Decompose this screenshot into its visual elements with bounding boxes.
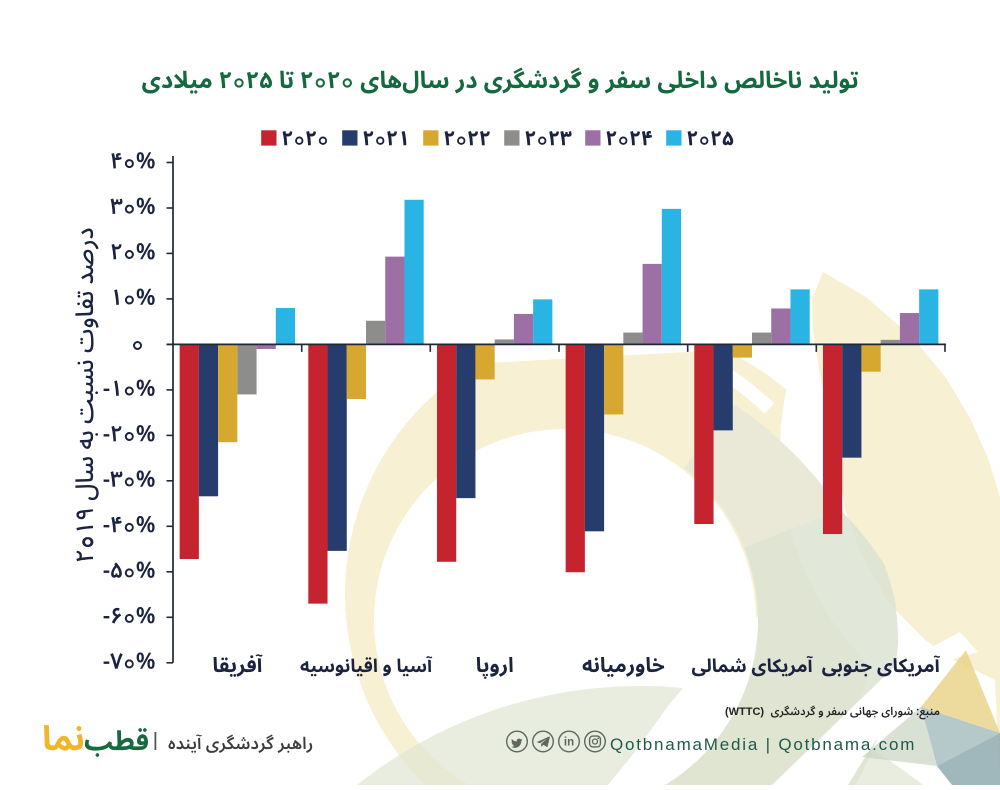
svg-text:(WTTC): (WTTC) (725, 706, 764, 718)
svg-text:QotbnamaMedia | Qotbnama.com: QotbnamaMedia | Qotbnama.com (610, 735, 916, 754)
svg-text:in: in (564, 737, 574, 749)
